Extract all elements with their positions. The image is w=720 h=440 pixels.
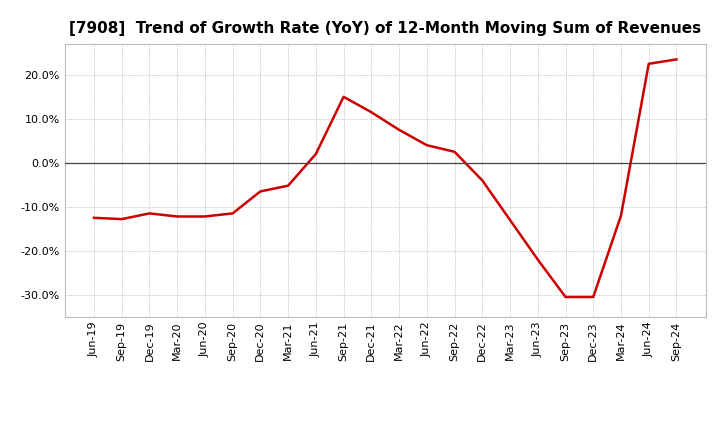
Title: [7908]  Trend of Growth Rate (YoY) of 12-Month Moving Sum of Revenues: [7908] Trend of Growth Rate (YoY) of 12-… [69, 21, 701, 36]
